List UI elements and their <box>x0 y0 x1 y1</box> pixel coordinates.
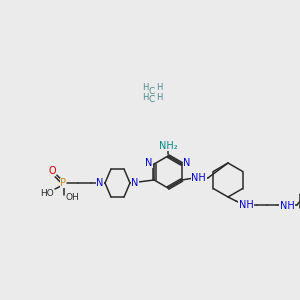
Text: HO: HO <box>40 188 54 197</box>
Text: C: C <box>149 86 155 95</box>
Text: H: H <box>142 83 148 92</box>
Text: NH: NH <box>191 173 206 183</box>
Text: O: O <box>48 166 56 176</box>
Text: NH: NH <box>238 200 253 210</box>
Text: N: N <box>183 158 190 168</box>
Text: NH₂: NH₂ <box>159 141 177 151</box>
Text: H: H <box>156 83 162 92</box>
Text: NH: NH <box>280 201 294 211</box>
Text: N: N <box>146 158 153 168</box>
Text: N: N <box>131 178 139 188</box>
Text: H: H <box>156 92 162 101</box>
Text: N: N <box>96 178 104 188</box>
Text: P: P <box>60 178 66 188</box>
Text: H: H <box>142 92 148 101</box>
Text: C: C <box>149 95 155 104</box>
Text: OH: OH <box>65 194 79 202</box>
